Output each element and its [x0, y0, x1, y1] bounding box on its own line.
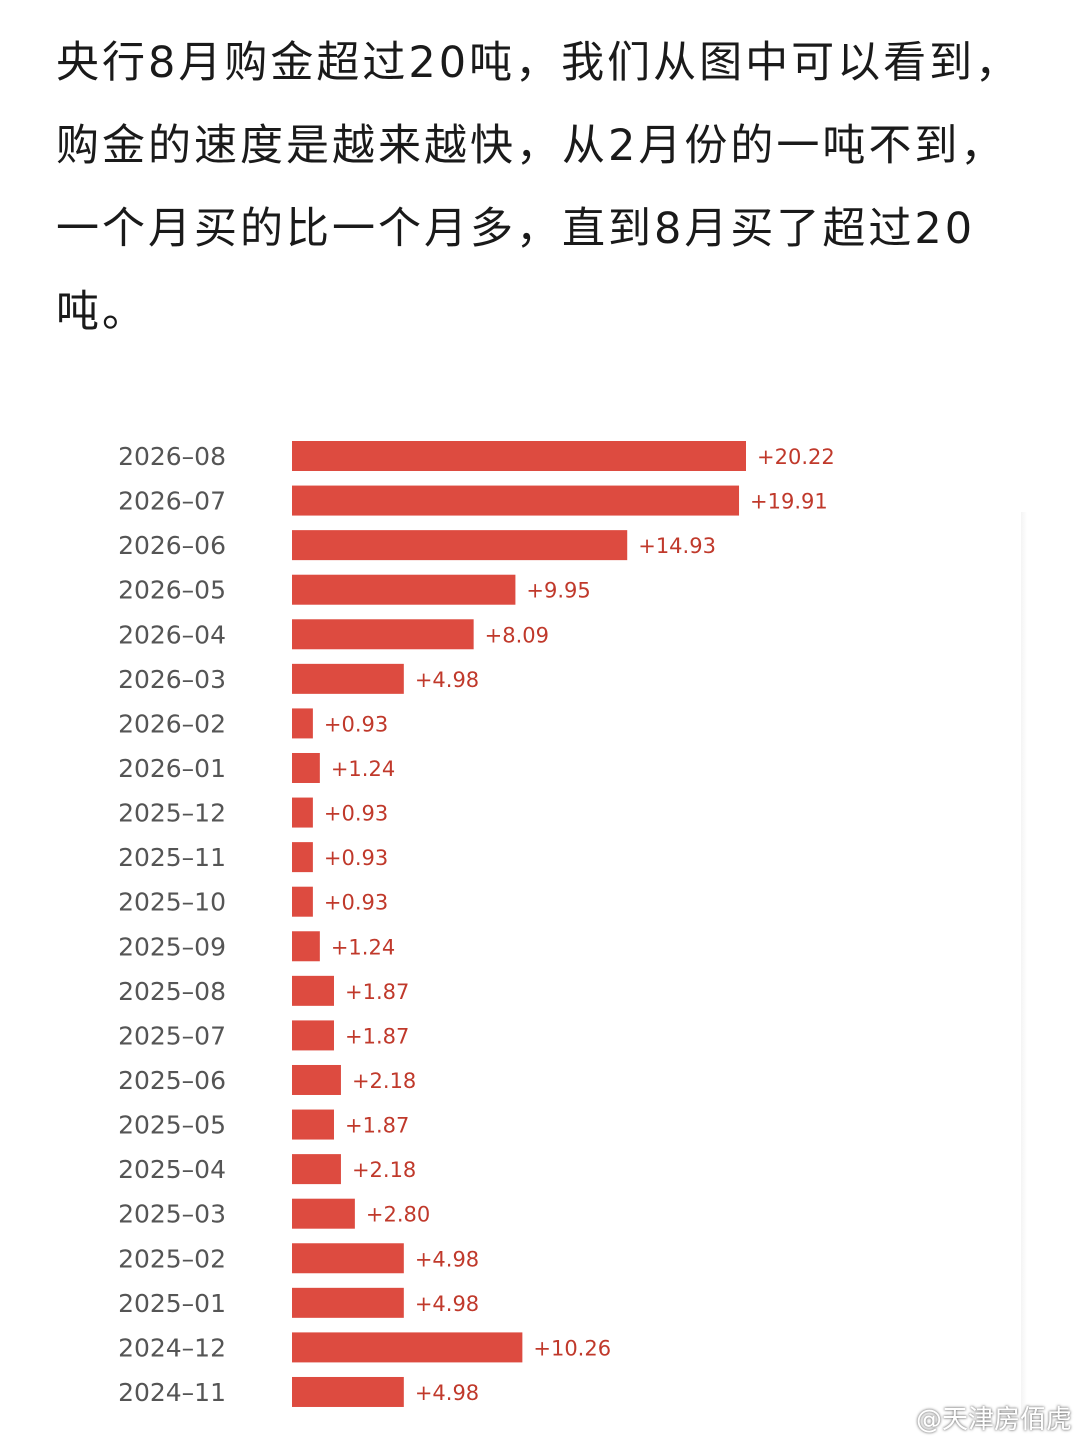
bar-chart: 2026–08 +20.22 2026–07 +19.91 2026–06 +14.93 2…	[0, 430, 1084, 1420]
value-label: +1.87	[345, 980, 409, 1004]
value-label: +4.98	[415, 668, 479, 692]
weibo-logo-icon	[876, 1406, 908, 1432]
category-label: 2026–08	[118, 442, 226, 471]
bar-2026-01	[292, 752, 320, 783]
bar-2026-07	[292, 485, 740, 516]
bar-2025-06	[292, 1064, 341, 1095]
bar-2025-11	[292, 842, 313, 873]
category-label: 2025–11	[118, 843, 226, 872]
value-label: +20.22	[757, 445, 835, 469]
bar-2025-12	[292, 797, 313, 828]
category-label: 2025–12	[118, 799, 226, 828]
value-label: +8.09	[485, 623, 549, 647]
value-label: +14.93	[638, 534, 716, 558]
value-label: +4.98	[415, 1381, 479, 1405]
category-label: 2026–06	[118, 531, 226, 560]
watermark: @天津房佰虎	[876, 1400, 1072, 1435]
bar-2024-11	[292, 1376, 404, 1407]
value-label: +1.87	[345, 1114, 409, 1138]
category-label: 2024–11	[118, 1378, 226, 1407]
bar-2025-08	[292, 975, 334, 1006]
bar-2025-05	[292, 1109, 334, 1140]
value-label: +0.93	[324, 846, 388, 870]
bar-chart-svg: 2026–08 +20.22 2026–07 +19.91 2026–06 +14.93 2…	[118, 441, 835, 1407]
watermark-text: @天津房佰虎	[915, 1404, 1072, 1435]
category-label: 2025–04	[118, 1155, 226, 1184]
bar-2025-09	[292, 931, 320, 962]
value-label: +19.91	[750, 490, 828, 514]
bar-2024-12	[292, 1332, 523, 1363]
value-label: +0.93	[324, 891, 388, 915]
bar-2026-03	[292, 663, 404, 694]
category-label: 2025–08	[118, 977, 226, 1006]
caption-text: 央行8月购金超过20吨，我们从图中可以看到，购金的速度是越来越快，从2月份的一吨…	[56, 38, 1022, 337]
category-label: 2025–09	[118, 932, 226, 961]
bar-2026-04	[292, 619, 474, 650]
category-label: 2025–07	[118, 1021, 226, 1050]
category-label: 2026–07	[118, 487, 226, 516]
bar-2025-02	[292, 1243, 404, 1274]
value-label: +9.95	[526, 579, 590, 603]
value-label: +0.93	[324, 712, 388, 736]
bar-2025-10	[292, 886, 313, 917]
bar-2025-07	[292, 1020, 334, 1051]
bar-2026-06	[292, 530, 628, 561]
category-label: 2026–04	[118, 620, 226, 649]
value-label: +2.18	[352, 1069, 416, 1093]
category-label: 2026–05	[118, 576, 226, 605]
value-label: +4.98	[415, 1247, 479, 1271]
value-label: +4.98	[415, 1292, 479, 1316]
value-label: +1.87	[345, 1024, 409, 1048]
bar-2026-05	[292, 574, 516, 605]
value-label: +2.18	[352, 1158, 416, 1182]
category-label: 2025–01	[118, 1289, 226, 1318]
value-label: +1.24	[331, 935, 395, 959]
category-label: 2025–03	[118, 1200, 226, 1229]
bar-2025-03	[292, 1198, 355, 1229]
category-label: 2026–01	[118, 754, 226, 783]
bar-2026-02	[292, 708, 313, 739]
category-label: 2025–10	[118, 888, 226, 917]
bar-2025-04	[292, 1154, 341, 1185]
value-label: +2.80	[366, 1203, 430, 1227]
value-label: +1.24	[331, 757, 395, 781]
category-label: 2025–05	[118, 1111, 226, 1140]
category-label: 2024–12	[118, 1333, 226, 1362]
bar-2026-08	[292, 441, 746, 471]
bar-2025-01	[292, 1287, 404, 1318]
value-label: +10.26	[533, 1336, 611, 1360]
divider	[1021, 512, 1027, 1412]
category-label: 2025–02	[118, 1244, 226, 1273]
category-label: 2025–06	[118, 1066, 226, 1095]
value-label: +0.93	[324, 802, 388, 826]
category-label: 2026–03	[118, 665, 226, 694]
category-label: 2026–02	[118, 709, 226, 738]
